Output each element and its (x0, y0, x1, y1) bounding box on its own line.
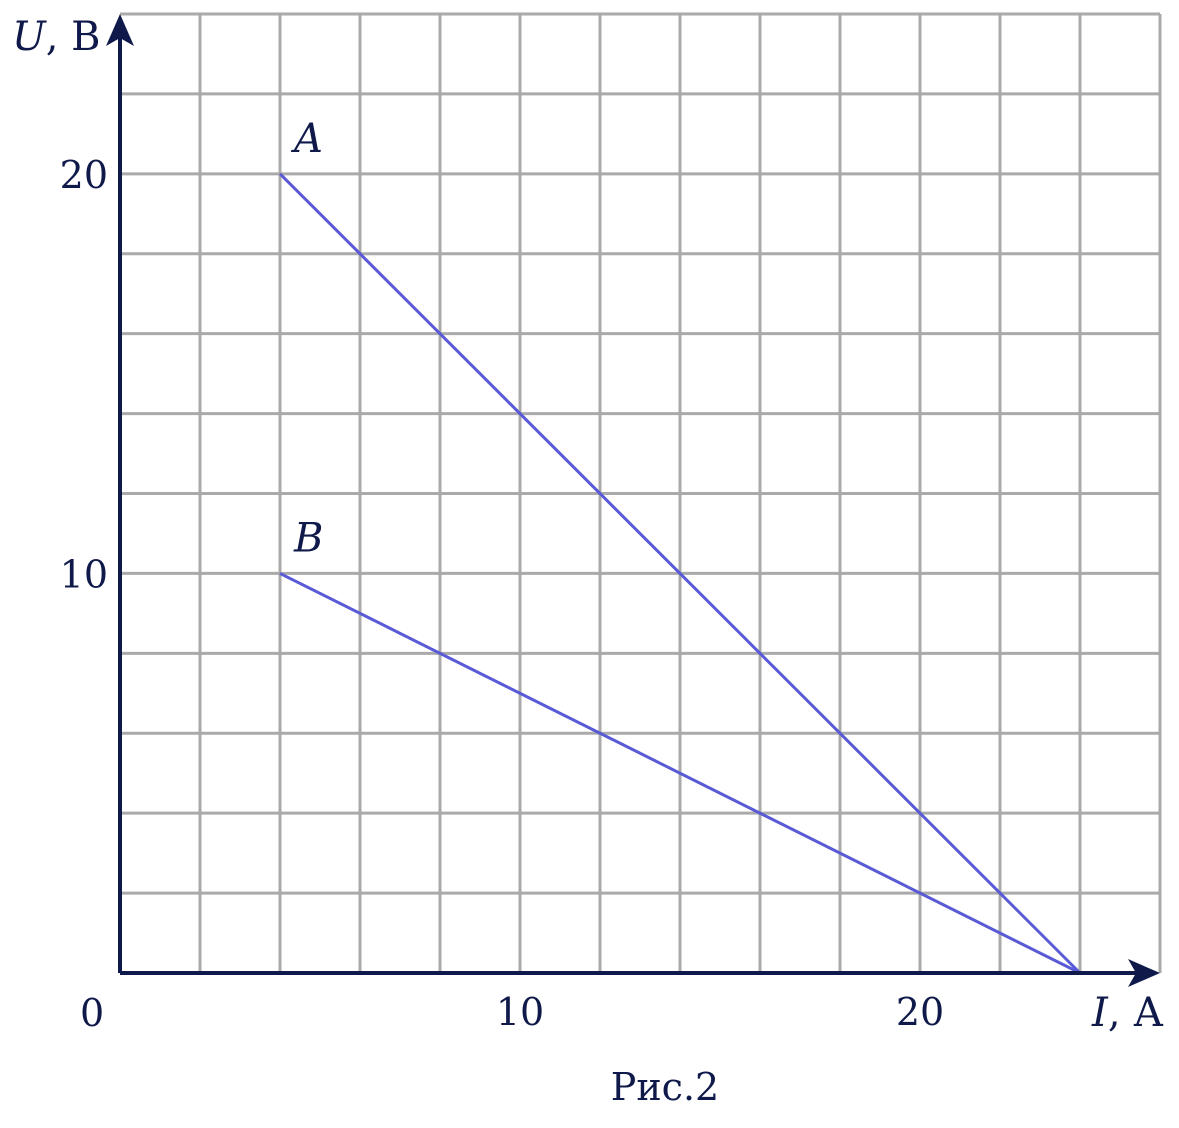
figure-caption: Рис.2 (611, 1065, 719, 1109)
labels: U, В I, А 0 Рис.2 10 20 10 20 A B (12, 14, 1164, 1109)
x-axis-unit: , А (1108, 990, 1164, 1036)
series-line-a (278, 172, 1082, 975)
y-axis-arrow-icon (106, 14, 134, 46)
y-axis-symbol: U (12, 14, 47, 60)
grid (120, 12, 1162, 973)
point-label-a: A (290, 116, 323, 162)
x-tick-label: 10 (496, 990, 544, 1034)
origin-label: 0 (80, 991, 104, 1035)
axes (106, 14, 1160, 987)
series-line-b (279, 572, 1081, 975)
series-group (278, 172, 1082, 975)
y-tick-label: 20 (60, 153, 108, 197)
y-axis-label: U, В (12, 14, 101, 60)
x-axis-label: I, А (1091, 990, 1164, 1036)
y-tick-label: 10 (60, 552, 108, 596)
x-axis-symbol: I (1091, 990, 1109, 1036)
y-axis-unit: , В (46, 14, 101, 60)
point-label-b: B (293, 515, 323, 561)
x-tick-label: 20 (896, 990, 944, 1034)
x-axis-arrow-icon (1128, 959, 1160, 987)
